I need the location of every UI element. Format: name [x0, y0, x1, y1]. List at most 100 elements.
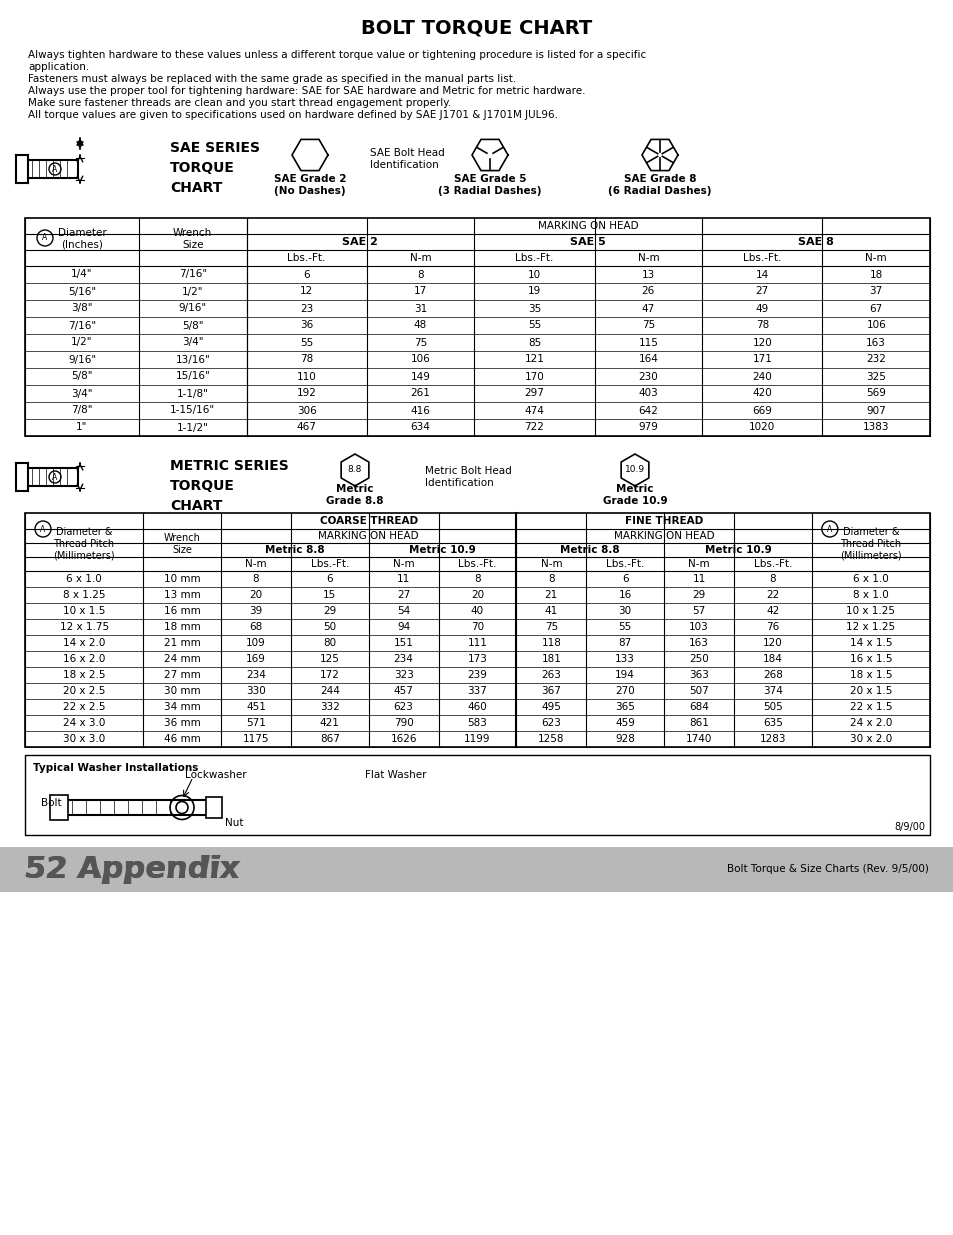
Text: 8 x 1.0: 8 x 1.0: [852, 590, 888, 600]
Text: 18 mm: 18 mm: [164, 622, 200, 632]
Text: Metric 8.8: Metric 8.8: [265, 545, 324, 555]
Text: 172: 172: [319, 671, 339, 680]
Bar: [812, 529, 928, 571]
Text: 17: 17: [414, 287, 427, 296]
Text: 861: 861: [688, 718, 708, 727]
Text: 133: 133: [615, 655, 635, 664]
Text: Lbs.-Ft.: Lbs.-Ft.: [753, 559, 791, 569]
Text: 13/16": 13/16": [175, 354, 210, 364]
Text: 24 x 2.0: 24 x 2.0: [849, 718, 891, 727]
Text: Diameter &
Thread Pitch
(Millimeters): Diameter & Thread Pitch (Millimeters): [53, 527, 114, 561]
Text: 240: 240: [752, 372, 771, 382]
Text: 173: 173: [467, 655, 487, 664]
Text: SAE Grade 5
(3 Radial Dashes): SAE Grade 5 (3 Radial Dashes): [437, 174, 541, 196]
Text: 8: 8: [474, 574, 480, 584]
Text: 94: 94: [396, 622, 410, 632]
Text: SAE Bolt Head
Identification: SAE Bolt Head Identification: [370, 148, 444, 169]
Text: 1-1/8": 1-1/8": [176, 389, 209, 399]
Text: 111: 111: [467, 638, 487, 648]
Text: 22 x 2.5: 22 x 2.5: [63, 701, 105, 713]
Text: 13: 13: [641, 269, 655, 279]
Text: 22 x 1.5: 22 x 1.5: [849, 701, 891, 713]
Text: SAE Grade 8
(6 Radial Dashes): SAE Grade 8 (6 Radial Dashes): [608, 174, 711, 196]
Bar: [25, 755, 929, 835]
Text: 7/8": 7/8": [71, 405, 92, 415]
Text: 30 x 2.0: 30 x 2.0: [849, 734, 891, 743]
Text: 403: 403: [638, 389, 658, 399]
Text: 46 mm: 46 mm: [164, 734, 200, 743]
Text: 416: 416: [410, 405, 430, 415]
Text: 49: 49: [755, 304, 768, 314]
Text: 11: 11: [692, 574, 705, 584]
Text: 24 mm: 24 mm: [164, 655, 200, 664]
Text: 40: 40: [471, 606, 483, 616]
Text: 20: 20: [471, 590, 483, 600]
Text: 47: 47: [641, 304, 655, 314]
Text: 1/4": 1/4": [71, 269, 92, 279]
Text: 722: 722: [524, 422, 544, 432]
Text: METRIC SERIES
TORQUE
CHART: METRIC SERIES TORQUE CHART: [170, 459, 289, 513]
Text: 16: 16: [618, 590, 631, 600]
Text: 106: 106: [865, 321, 885, 331]
Text: 867: 867: [319, 734, 339, 743]
Text: 75: 75: [544, 622, 558, 632]
Text: 10.9: 10.9: [624, 466, 644, 474]
Text: Bolt: Bolt: [41, 798, 62, 808]
Text: 9/16": 9/16": [178, 304, 207, 314]
Text: 365: 365: [615, 701, 635, 713]
Text: 457: 457: [394, 685, 414, 697]
Text: 16 mm: 16 mm: [164, 606, 200, 616]
Text: 7/16": 7/16": [68, 321, 96, 331]
Text: 35: 35: [527, 304, 540, 314]
Text: Wrench
Size: Wrench Size: [164, 534, 200, 555]
Text: Metric
Grade 8.8: Metric Grade 8.8: [326, 484, 383, 506]
Text: 8: 8: [416, 269, 423, 279]
Text: Bolt Torque & Size Charts (Rev. 9/5/00): Bolt Torque & Size Charts (Rev. 9/5/00): [726, 864, 928, 874]
Text: 57: 57: [692, 606, 705, 616]
Text: 120: 120: [752, 337, 771, 347]
Text: 14 x 2.0: 14 x 2.0: [63, 638, 105, 648]
Text: Metric
Grade 10.9: Metric Grade 10.9: [602, 484, 666, 506]
Text: 459: 459: [615, 718, 635, 727]
Text: 642: 642: [638, 405, 658, 415]
Text: 52 Appendix: 52 Appendix: [25, 855, 239, 884]
Text: 325: 325: [865, 372, 885, 382]
Text: 169: 169: [246, 655, 266, 664]
Text: 163: 163: [688, 638, 708, 648]
Bar: [26, 529, 220, 571]
Text: 18: 18: [869, 269, 882, 279]
Text: A: A: [52, 473, 57, 482]
Text: 16 x 1.5: 16 x 1.5: [849, 655, 891, 664]
Text: 20: 20: [249, 590, 262, 600]
Text: 374: 374: [762, 685, 782, 697]
Text: 270: 270: [615, 685, 635, 697]
Text: 103: 103: [688, 622, 708, 632]
Text: 250: 250: [688, 655, 708, 664]
Text: Lbs.-Ft.: Lbs.-Ft.: [287, 253, 326, 263]
Text: 337: 337: [467, 685, 487, 697]
Text: All torque values are given to specifications used on hardware defined by SAE J1: All torque values are given to specifica…: [28, 110, 558, 120]
Text: FINE THREAD: FINE THREAD: [624, 516, 702, 526]
Text: 3/4": 3/4": [182, 337, 203, 347]
Text: 171: 171: [752, 354, 771, 364]
Text: 184: 184: [762, 655, 782, 664]
Text: 505: 505: [762, 701, 782, 713]
Text: Lbs.-Ft.: Lbs.-Ft.: [742, 253, 781, 263]
Text: 635: 635: [762, 718, 782, 727]
Text: 467: 467: [296, 422, 316, 432]
Text: 29: 29: [692, 590, 705, 600]
Text: 323: 323: [394, 671, 414, 680]
Text: 121: 121: [524, 354, 544, 364]
Text: 55: 55: [618, 622, 631, 632]
Text: 27: 27: [396, 590, 410, 600]
Text: 29: 29: [323, 606, 336, 616]
Text: 36 mm: 36 mm: [164, 718, 200, 727]
Text: 1": 1": [76, 422, 88, 432]
Text: 34 mm: 34 mm: [164, 701, 200, 713]
Text: 20 x 2.5: 20 x 2.5: [63, 685, 105, 697]
Text: 232: 232: [865, 354, 885, 364]
Text: 297: 297: [524, 389, 544, 399]
Text: 30 mm: 30 mm: [164, 685, 200, 697]
Text: 26: 26: [641, 287, 655, 296]
Text: Metric 8.8: Metric 8.8: [560, 545, 619, 555]
